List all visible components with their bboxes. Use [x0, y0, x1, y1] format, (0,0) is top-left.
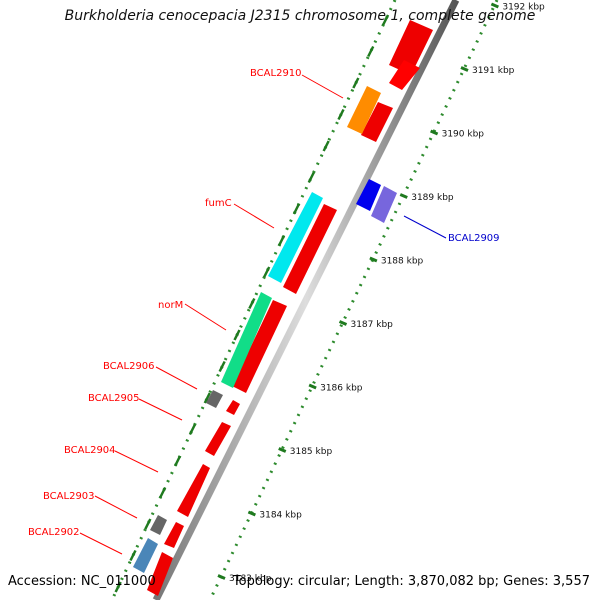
- inner-dash: [322, 140, 330, 152]
- tick-mark: [338, 320, 348, 326]
- tick-mark: [278, 447, 287, 453]
- tick-label: 3185 kbp: [290, 447, 333, 457]
- tick-mark: [490, 2, 499, 9]
- tick-mark: [460, 66, 469, 72]
- leader-lines: [79, 74, 447, 555]
- gene-label-bcal2902[interactable]: BCAL2902: [28, 527, 80, 538]
- gene-blocks: [133, 86, 397, 573]
- tick-label: 3188 kbp: [381, 257, 424, 267]
- tick-mark: [217, 574, 226, 580]
- tick-label: 3184 kbp: [259, 511, 302, 521]
- inner-dash: [203, 392, 211, 404]
- feature-block: [232, 300, 287, 393]
- inner-dash: [218, 360, 226, 373]
- tick-label: 3192 kbp: [502, 3, 545, 13]
- inner-dash: [381, 14, 390, 26]
- tick-label: 3187 kbp: [350, 320, 393, 330]
- gene-bcal2903-block[interactable]: [150, 515, 167, 535]
- gene-label-bcal2903[interactable]: BCAL2903: [43, 491, 95, 502]
- gene-bcal2906-block[interactable]: [206, 390, 223, 408]
- inner-dash: [337, 108, 345, 121]
- tick-mark: [308, 383, 317, 390]
- accession-text: Accession: NC_011000: [8, 574, 156, 589]
- gene-label-bcal2909[interactable]: BCAL2909: [448, 233, 500, 244]
- feature-block: [177, 464, 210, 517]
- gene-label-bcal2910[interactable]: BCAL2910: [250, 68, 302, 79]
- gene-label-bcal2905[interactable]: BCAL2905: [88, 393, 140, 404]
- gene-norm-block[interactable]: [221, 292, 272, 388]
- inner-dash: [352, 77, 360, 89]
- gene-labels: BCAL2910 fumC norM BCAL2906 BCAL2905 BCA…: [28, 68, 500, 538]
- tick-label: 3183 kbp: [229, 574, 272, 584]
- tick-mark: [369, 256, 378, 263]
- inner-dash: [144, 518, 152, 530]
- inner-dash: [233, 329, 241, 341]
- inner-dash: [248, 297, 256, 310]
- feature-block: [389, 20, 433, 75]
- inner-dash: [188, 423, 197, 436]
- tick-label: 3186 kbp: [320, 384, 363, 394]
- gene-label-bcal2906[interactable]: BCAL2906: [103, 361, 155, 372]
- gene-label-bcal2904[interactable]: BCAL2904: [64, 445, 116, 456]
- backbone: [152, 0, 460, 600]
- gene-label-norm[interactable]: norM: [158, 300, 183, 311]
- summary-text: Topology: circular; Length: 3,870,082 bp…: [232, 574, 590, 589]
- tick-label: 3189 kbp: [411, 193, 454, 203]
- feature-block: [205, 422, 231, 456]
- gene-bcal2909-block-b[interactable]: [371, 186, 397, 223]
- feature-block: [226, 400, 240, 415]
- gene-bcal2902-block[interactable]: [133, 538, 158, 573]
- tick-label: 3191 kbp: [472, 66, 515, 76]
- tick-mark: [247, 510, 256, 517]
- inner-dash: [307, 171, 315, 184]
- tick-mark: [430, 129, 439, 136]
- inner-dash: [263, 266, 271, 278]
- tick-label: 3190 kbp: [442, 130, 485, 140]
- inner-dash: [277, 234, 286, 247]
- inner-dash: [159, 486, 167, 499]
- inner-dash: [173, 455, 182, 467]
- map-title: Burkholderia cenocepacia J2315 chromosom…: [64, 8, 536, 24]
- tick-group: 3183 kbp 3184 kbp 3185 kbp 3186 kbp 3187 kbp…: [217, 2, 545, 584]
- inner-dash: [367, 45, 375, 58]
- gene-bcal2909-block-a[interactable]: [356, 179, 381, 211]
- feature-block: [361, 102, 393, 142]
- feature-block: [283, 204, 337, 294]
- inner-dash: [114, 581, 122, 593]
- feature-block: [389, 60, 420, 90]
- feature-block: [147, 552, 173, 596]
- gene-label-fumc[interactable]: fumC: [205, 198, 232, 209]
- inner-dash: [292, 203, 301, 215]
- gene-fumc-block[interactable]: [268, 192, 323, 283]
- inner-dash: [129, 549, 137, 562]
- tick-mark: [399, 193, 408, 199]
- strand-features: [147, 20, 433, 596]
- feature-block: [164, 522, 184, 548]
- inner-dashes: [114, 14, 390, 593]
- gene-bcal2910-block[interactable]: [347, 86, 381, 134]
